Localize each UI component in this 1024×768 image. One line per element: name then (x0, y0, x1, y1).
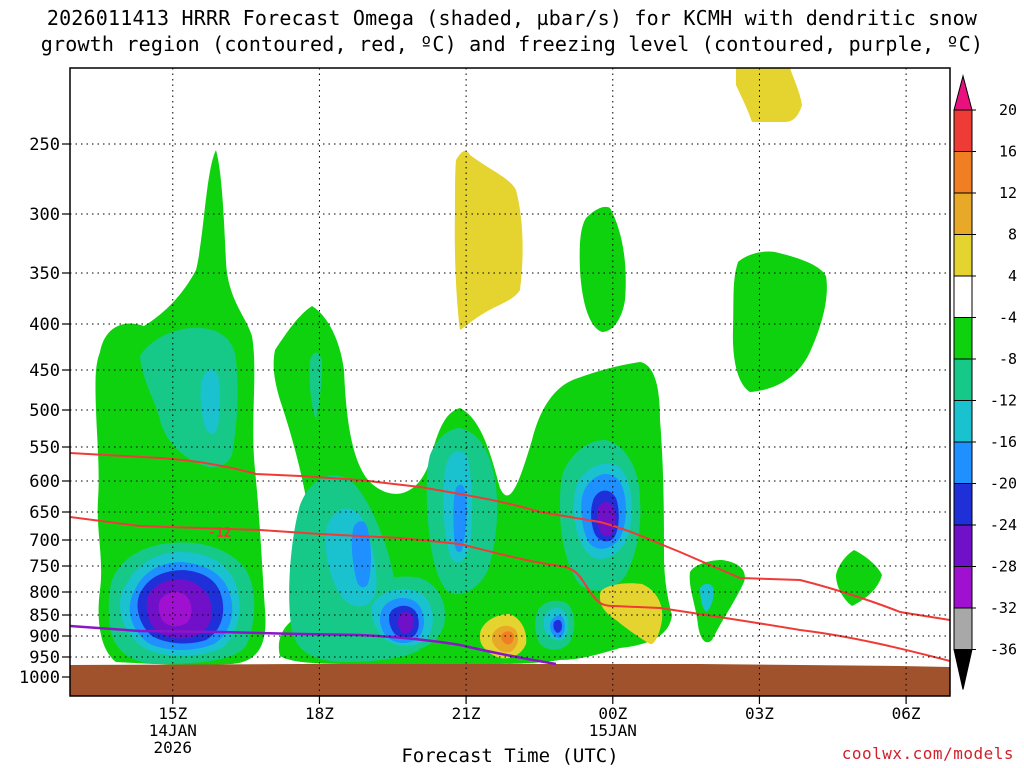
omega-area-darkblue-4 (553, 619, 562, 633)
omega-area-yellow-2 (736, 68, 802, 122)
y-tick-label: 900 (29, 627, 60, 647)
colorbar-swatch (953, 607, 973, 650)
colorbar-label: 20 (999, 101, 1017, 119)
grid-lines (70, 68, 950, 696)
terrain-ground (70, 664, 950, 696)
x-tick-label: 18Z (305, 704, 334, 723)
y-tick-label: 650 (29, 503, 60, 523)
omega-area-teal-8 (309, 352, 322, 420)
dgz-contour-lower (70, 516, 950, 662)
y-tick-label: 500 (29, 401, 60, 421)
omega-area-cyan-1 (200, 369, 221, 434)
contour-label: -12 (208, 526, 231, 541)
omega-area-blue-2 (351, 521, 371, 588)
colorbar-swatch (953, 524, 973, 567)
y-tick-label: 300 (29, 205, 60, 225)
x-tick-label: 06Z (892, 704, 921, 723)
y-tick-label: 600 (29, 472, 60, 492)
y-tick-label: 850 (29, 606, 60, 626)
y-tick-label: 700 (29, 531, 60, 551)
colorbar-label: -4 (999, 309, 1017, 327)
omega-area-green-4 (732, 251, 827, 392)
y-tick-label: 400 (29, 315, 60, 335)
omega-area-yellow-1 (454, 150, 523, 330)
colorbar-swatch (953, 151, 973, 194)
x-tick-label: 15Z (158, 704, 187, 723)
colorbar-swatch (953, 358, 973, 401)
colorbar-label: 12 (999, 184, 1017, 202)
colorbar-swatch (953, 109, 973, 152)
colorbar-swatch (953, 234, 973, 277)
omega-area-purple-2 (597, 502, 616, 537)
x-axis-label: Forecast Time (UTC) (401, 745, 619, 767)
y-tick-label: 950 (29, 648, 60, 668)
x-tick-label: 00Z (598, 704, 627, 723)
y-tick-label: 750 (29, 557, 60, 577)
colorbar-swatch (953, 566, 973, 609)
omega-area-yellow-3 (600, 583, 663, 645)
y-tick-label: 350 (29, 264, 60, 284)
colorbar-swatch (953, 192, 973, 235)
y-axis: 2503003504004505005506006507007508008509… (19, 135, 70, 688)
colorbar-label: -36 (990, 641, 1017, 659)
colorbar-top-arrow (953, 74, 973, 111)
colorbar-label: 8 (1008, 226, 1017, 244)
y-tick-label: 1000 (19, 668, 60, 688)
chart-title-line-1: 2026011413 HRRR Forecast Omega (shaded, … (46, 6, 978, 30)
colorbar-label: -28 (990, 558, 1017, 576)
y-tick-label: 450 (29, 361, 60, 381)
x-tick-year: 2026 (154, 738, 193, 757)
colorbar-swatch (953, 317, 973, 360)
site-credit: coolwx.com/models (841, 744, 1014, 763)
colorbar-swatch (953, 400, 973, 443)
chart-title-line-2: growth region (contoured, red, ºC) and f… (40, 32, 984, 56)
colorbar-label: -20 (990, 475, 1017, 493)
x-tick-date: 15JAN (589, 721, 637, 740)
omega-area-purple-3 (397, 612, 414, 634)
omega-area-blue-3 (453, 484, 467, 553)
colorbar-label: 4 (1008, 267, 1017, 285)
colorbar-label: -32 (990, 599, 1017, 617)
colorbar-label: -12 (990, 392, 1017, 410)
y-tick-label: 250 (29, 135, 60, 155)
colorbar-swatch (953, 441, 973, 484)
colorbar-label: -8 (999, 350, 1017, 368)
omega-shading: -12 (70, 68, 950, 696)
omega-area-purple-4 (158, 592, 192, 627)
omega-area-green-6 (836, 550, 882, 606)
omega-area-green-5 (689, 560, 745, 643)
plot-frame (69, 67, 951, 697)
omega-area-cyan-8 (700, 583, 714, 612)
omega-area-green-3 (579, 206, 626, 332)
x-tick-label: 21Z (452, 704, 481, 723)
y-tick-label: 550 (29, 438, 60, 458)
omega-area-orange-1 (501, 631, 514, 645)
colorbar-bottom-arrow (953, 649, 973, 690)
colorbar-label: -16 (990, 433, 1017, 451)
colorbar-label: 16 (999, 143, 1017, 161)
colorbar-label: -24 (990, 516, 1017, 534)
colorbar-swatch (953, 275, 973, 318)
x-tick-date: 14JAN (149, 721, 197, 740)
colorbar-swatch (953, 483, 973, 526)
dgz-contour-upper (70, 452, 950, 621)
x-tick-label: 03Z (745, 704, 774, 723)
y-tick-label: 800 (29, 583, 60, 603)
colorbar-legend: 20 16 12 8 4 -4 -8 -12 -16 -20 -24 -28 -32 -36 (953, 74, 1017, 690)
